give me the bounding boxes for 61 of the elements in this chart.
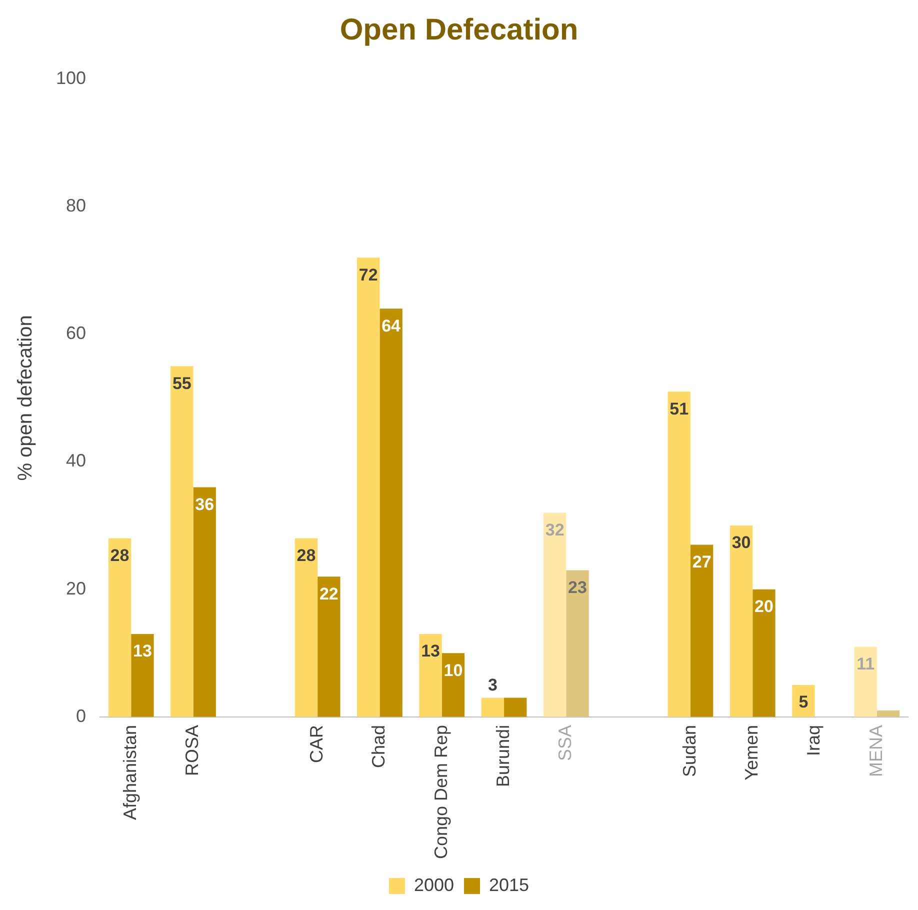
y-axis-title: % open defecation <box>14 315 37 481</box>
bar <box>131 634 154 717</box>
bar <box>566 570 589 717</box>
bar <box>318 576 340 717</box>
bar <box>419 634 442 717</box>
bar <box>380 308 402 717</box>
y-tick-label: 20 <box>66 578 86 598</box>
data-label: 55 <box>172 374 192 393</box>
data-label: 3 <box>488 675 498 694</box>
y-tick-label: 100 <box>56 68 86 88</box>
bar <box>357 258 380 717</box>
data-label: 13 <box>421 642 440 661</box>
bar <box>108 538 132 717</box>
y-tick-label: 40 <box>66 450 86 471</box>
bar <box>752 589 776 717</box>
chart-title: Open Defecation <box>340 13 578 46</box>
bar <box>504 698 527 717</box>
data-label: 32 <box>545 520 564 540</box>
bar <box>481 698 504 717</box>
data-label: 20 <box>754 597 774 616</box>
x-tick-label: CAR <box>306 724 327 763</box>
x-tick-label: Afghanistan <box>120 724 140 820</box>
x-tick-label: Congo Dem Rep <box>430 724 451 860</box>
x-tick-label: Yemen <box>742 724 762 780</box>
data-label: 28 <box>296 546 316 565</box>
bar <box>442 653 465 717</box>
bar <box>294 538 318 717</box>
x-tick-label: SSA <box>555 724 576 761</box>
bar <box>876 710 900 717</box>
data-label: 72 <box>358 265 378 284</box>
data-label: 27 <box>692 552 712 572</box>
data-label: 5 <box>798 692 808 712</box>
x-tick-label: Iraq <box>804 724 824 756</box>
x-tick-label: MENA <box>866 724 886 777</box>
legend-label: 2015 <box>489 874 530 895</box>
x-tick-label: Chad <box>368 724 389 768</box>
data-label: 11 <box>856 654 875 674</box>
bar <box>690 544 714 717</box>
bar <box>668 392 690 717</box>
bar <box>792 685 815 717</box>
bar <box>854 646 877 717</box>
data-label: 22 <box>319 584 338 604</box>
data-label: 30 <box>732 533 751 552</box>
y-tick-label: 0 <box>76 706 86 726</box>
data-label: 28 <box>110 546 130 565</box>
data-label: 36 <box>195 494 214 514</box>
y-tick-label: 80 <box>66 196 86 216</box>
x-tick-label: Sudan <box>679 724 700 777</box>
data-label: 64 <box>382 316 402 336</box>
legend-label: 2000 <box>414 874 454 895</box>
bar <box>543 512 566 717</box>
bar <box>193 487 216 717</box>
data-label: 13 <box>132 642 152 661</box>
x-tick-label: ROSA <box>182 724 202 776</box>
x-tick-label: Burundi <box>492 724 513 787</box>
data-label: 51 <box>670 399 689 418</box>
data-label: 23 <box>568 578 587 597</box>
y-tick-label: 60 <box>66 323 86 344</box>
data-label: 10 <box>444 660 463 680</box>
bar <box>730 526 753 717</box>
bar <box>170 366 194 717</box>
